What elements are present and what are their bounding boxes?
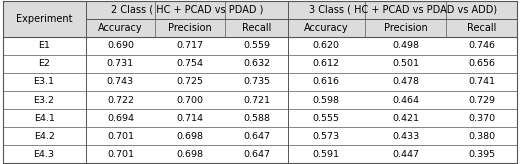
Text: 0.555: 0.555 [313,114,340,123]
Text: 0.591: 0.591 [313,150,340,159]
Text: Recall: Recall [242,23,271,33]
Text: E1: E1 [38,41,50,50]
Text: 0.698: 0.698 [177,150,204,159]
Text: 0.741: 0.741 [469,78,496,86]
Text: 0.754: 0.754 [177,60,204,68]
Text: 0.380: 0.380 [469,132,496,141]
Text: 0.714: 0.714 [177,114,204,123]
Text: Precision: Precision [168,23,212,33]
Text: 0.731: 0.731 [107,60,134,68]
Text: 0.717: 0.717 [177,41,204,50]
Text: 0.746: 0.746 [469,41,496,50]
Text: 0.559: 0.559 [243,41,270,50]
Text: E3.2: E3.2 [34,96,55,104]
Text: 0.395: 0.395 [469,150,496,159]
Text: 0.598: 0.598 [313,96,340,104]
Text: 0.701: 0.701 [107,150,134,159]
Text: 0.656: 0.656 [469,60,496,68]
Text: Accuracy: Accuracy [304,23,349,33]
Text: 0.588: 0.588 [243,114,270,123]
Text: 0.694: 0.694 [107,114,134,123]
Text: Precision: Precision [384,23,427,33]
Text: E4.3: E4.3 [34,150,55,159]
Text: E4.2: E4.2 [34,132,55,141]
Text: 0.690: 0.690 [107,41,134,50]
Bar [3,1,517,19]
Text: 3 Class ( HC + PCAD vs PDAD vs ADD): 3 Class ( HC + PCAD vs PDAD vs ADD) [309,5,497,15]
Text: 0.632: 0.632 [243,60,270,68]
Text: 2 Class ( HC + PCAD vs PDAD ): 2 Class ( HC + PCAD vs PDAD ) [111,5,263,15]
Text: 0.498: 0.498 [392,41,419,50]
Text: 0.433: 0.433 [392,132,419,141]
Text: 0.721: 0.721 [243,96,270,104]
Text: 0.743: 0.743 [107,78,134,86]
Text: Recall: Recall [467,23,497,33]
Text: 0.647: 0.647 [243,150,270,159]
Text: 0.735: 0.735 [243,78,270,86]
Text: 0.725: 0.725 [177,78,204,86]
Text: E3.1: E3.1 [34,78,55,86]
Text: Experiment: Experiment [16,14,72,24]
Text: 0.722: 0.722 [107,96,134,104]
Text: 0.701: 0.701 [107,132,134,141]
Text: E4.1: E4.1 [34,114,55,123]
Text: 0.421: 0.421 [392,114,419,123]
Text: 0.464: 0.464 [392,96,419,104]
Text: 0.573: 0.573 [313,132,340,141]
Text: 0.700: 0.700 [177,96,204,104]
Text: 0.370: 0.370 [469,114,496,123]
Text: 0.698: 0.698 [177,132,204,141]
Text: 0.620: 0.620 [313,41,340,50]
Text: E2: E2 [38,60,50,68]
Text: 0.478: 0.478 [392,78,419,86]
Text: 0.447: 0.447 [392,150,419,159]
Text: Accuracy: Accuracy [98,23,143,33]
Text: 0.616: 0.616 [313,78,340,86]
Text: 0.729: 0.729 [469,96,496,104]
Text: 0.612: 0.612 [313,60,340,68]
Bar [3,19,517,37]
Text: 0.647: 0.647 [243,132,270,141]
Text: 0.501: 0.501 [392,60,419,68]
